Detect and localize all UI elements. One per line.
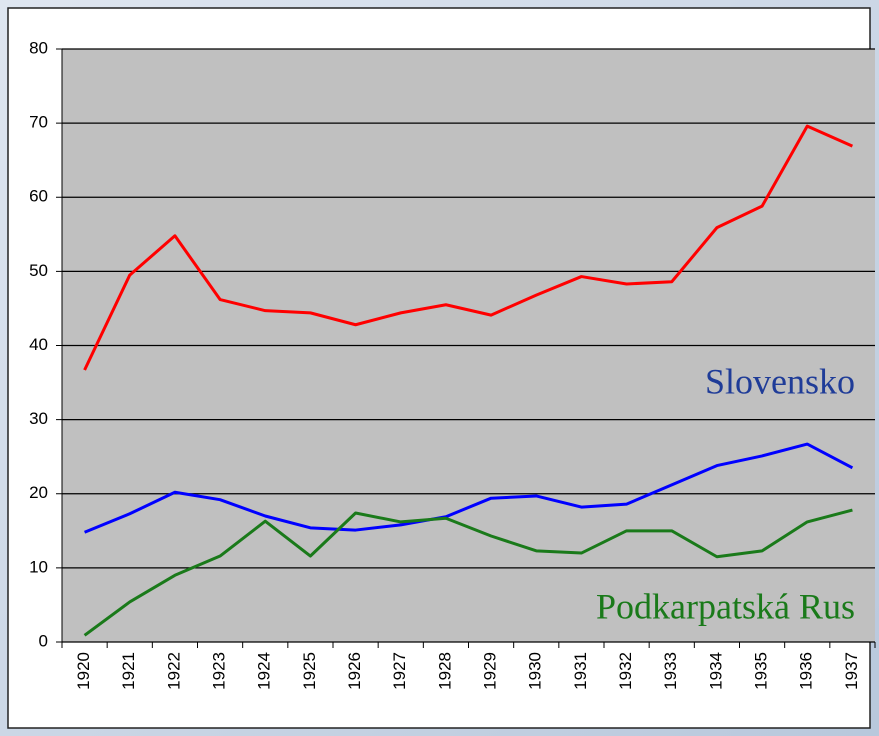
y-tick-label: 50 bbox=[29, 261, 48, 280]
x-tick-label: 1932 bbox=[616, 652, 635, 690]
x-tick-label: 1925 bbox=[300, 652, 319, 690]
x-tick-label: 1935 bbox=[752, 652, 771, 690]
x-tick-label: 1929 bbox=[481, 652, 500, 690]
y-tick-label: 60 bbox=[29, 187, 48, 206]
y-tick-label: 10 bbox=[29, 557, 48, 576]
x-tick-label: 1924 bbox=[255, 652, 274, 690]
x-tick-label: 1928 bbox=[435, 652, 454, 690]
x-tick-label: 1933 bbox=[661, 652, 680, 690]
y-tick-label: 0 bbox=[39, 631, 48, 650]
x-tick-label: 1936 bbox=[797, 652, 816, 690]
x-tick-label: 1920 bbox=[74, 652, 93, 690]
y-tick-label: 20 bbox=[29, 483, 48, 502]
x-tick-label: 1934 bbox=[706, 652, 725, 690]
series-label: Podkarpatská Rus bbox=[596, 586, 855, 626]
y-tick-label: 30 bbox=[29, 409, 48, 428]
series-line bbox=[83, 124, 854, 371]
series-line bbox=[84, 442, 854, 534]
x-tick-label: 1937 bbox=[842, 652, 861, 690]
x-tick-label: 1926 bbox=[345, 652, 364, 690]
x-tick-label: 1930 bbox=[526, 652, 545, 690]
x-tick-label: 1922 bbox=[164, 652, 183, 690]
x-tick-label: 1923 bbox=[210, 652, 229, 690]
x-tick-label: 1927 bbox=[390, 652, 409, 690]
series-line bbox=[83, 508, 853, 637]
y-tick-label: 80 bbox=[29, 38, 48, 57]
y-tick-label: 70 bbox=[29, 113, 48, 132]
y-tick-label: 40 bbox=[29, 335, 48, 354]
x-tick-label: 1921 bbox=[119, 652, 138, 690]
x-tick-label: 1931 bbox=[571, 652, 590, 690]
series-label: Slovensko bbox=[705, 361, 855, 401]
